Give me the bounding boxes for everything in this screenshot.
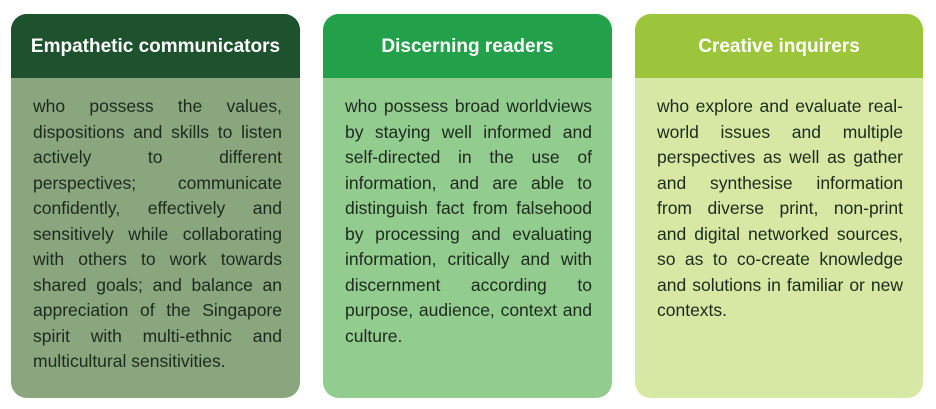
card-title: Empathetic communicators bbox=[11, 14, 300, 78]
card-discerning-readers: Discerning readers who possess broad wor… bbox=[323, 14, 612, 398]
card-description: who possess broad worldviews by staying … bbox=[345, 96, 592, 346]
card-creative-inquirers: Creative inquirers who explore and evalu… bbox=[635, 14, 923, 398]
card-description: who possess the values, dispositions and… bbox=[33, 96, 282, 371]
card-title: Discerning readers bbox=[323, 14, 612, 78]
card-title: Creative inquirers bbox=[635, 14, 923, 78]
card-description: who explore and evaluate real-world issu… bbox=[657, 96, 903, 320]
card-empathetic-communicators: Empathetic communicators who possess the… bbox=[11, 14, 300, 398]
